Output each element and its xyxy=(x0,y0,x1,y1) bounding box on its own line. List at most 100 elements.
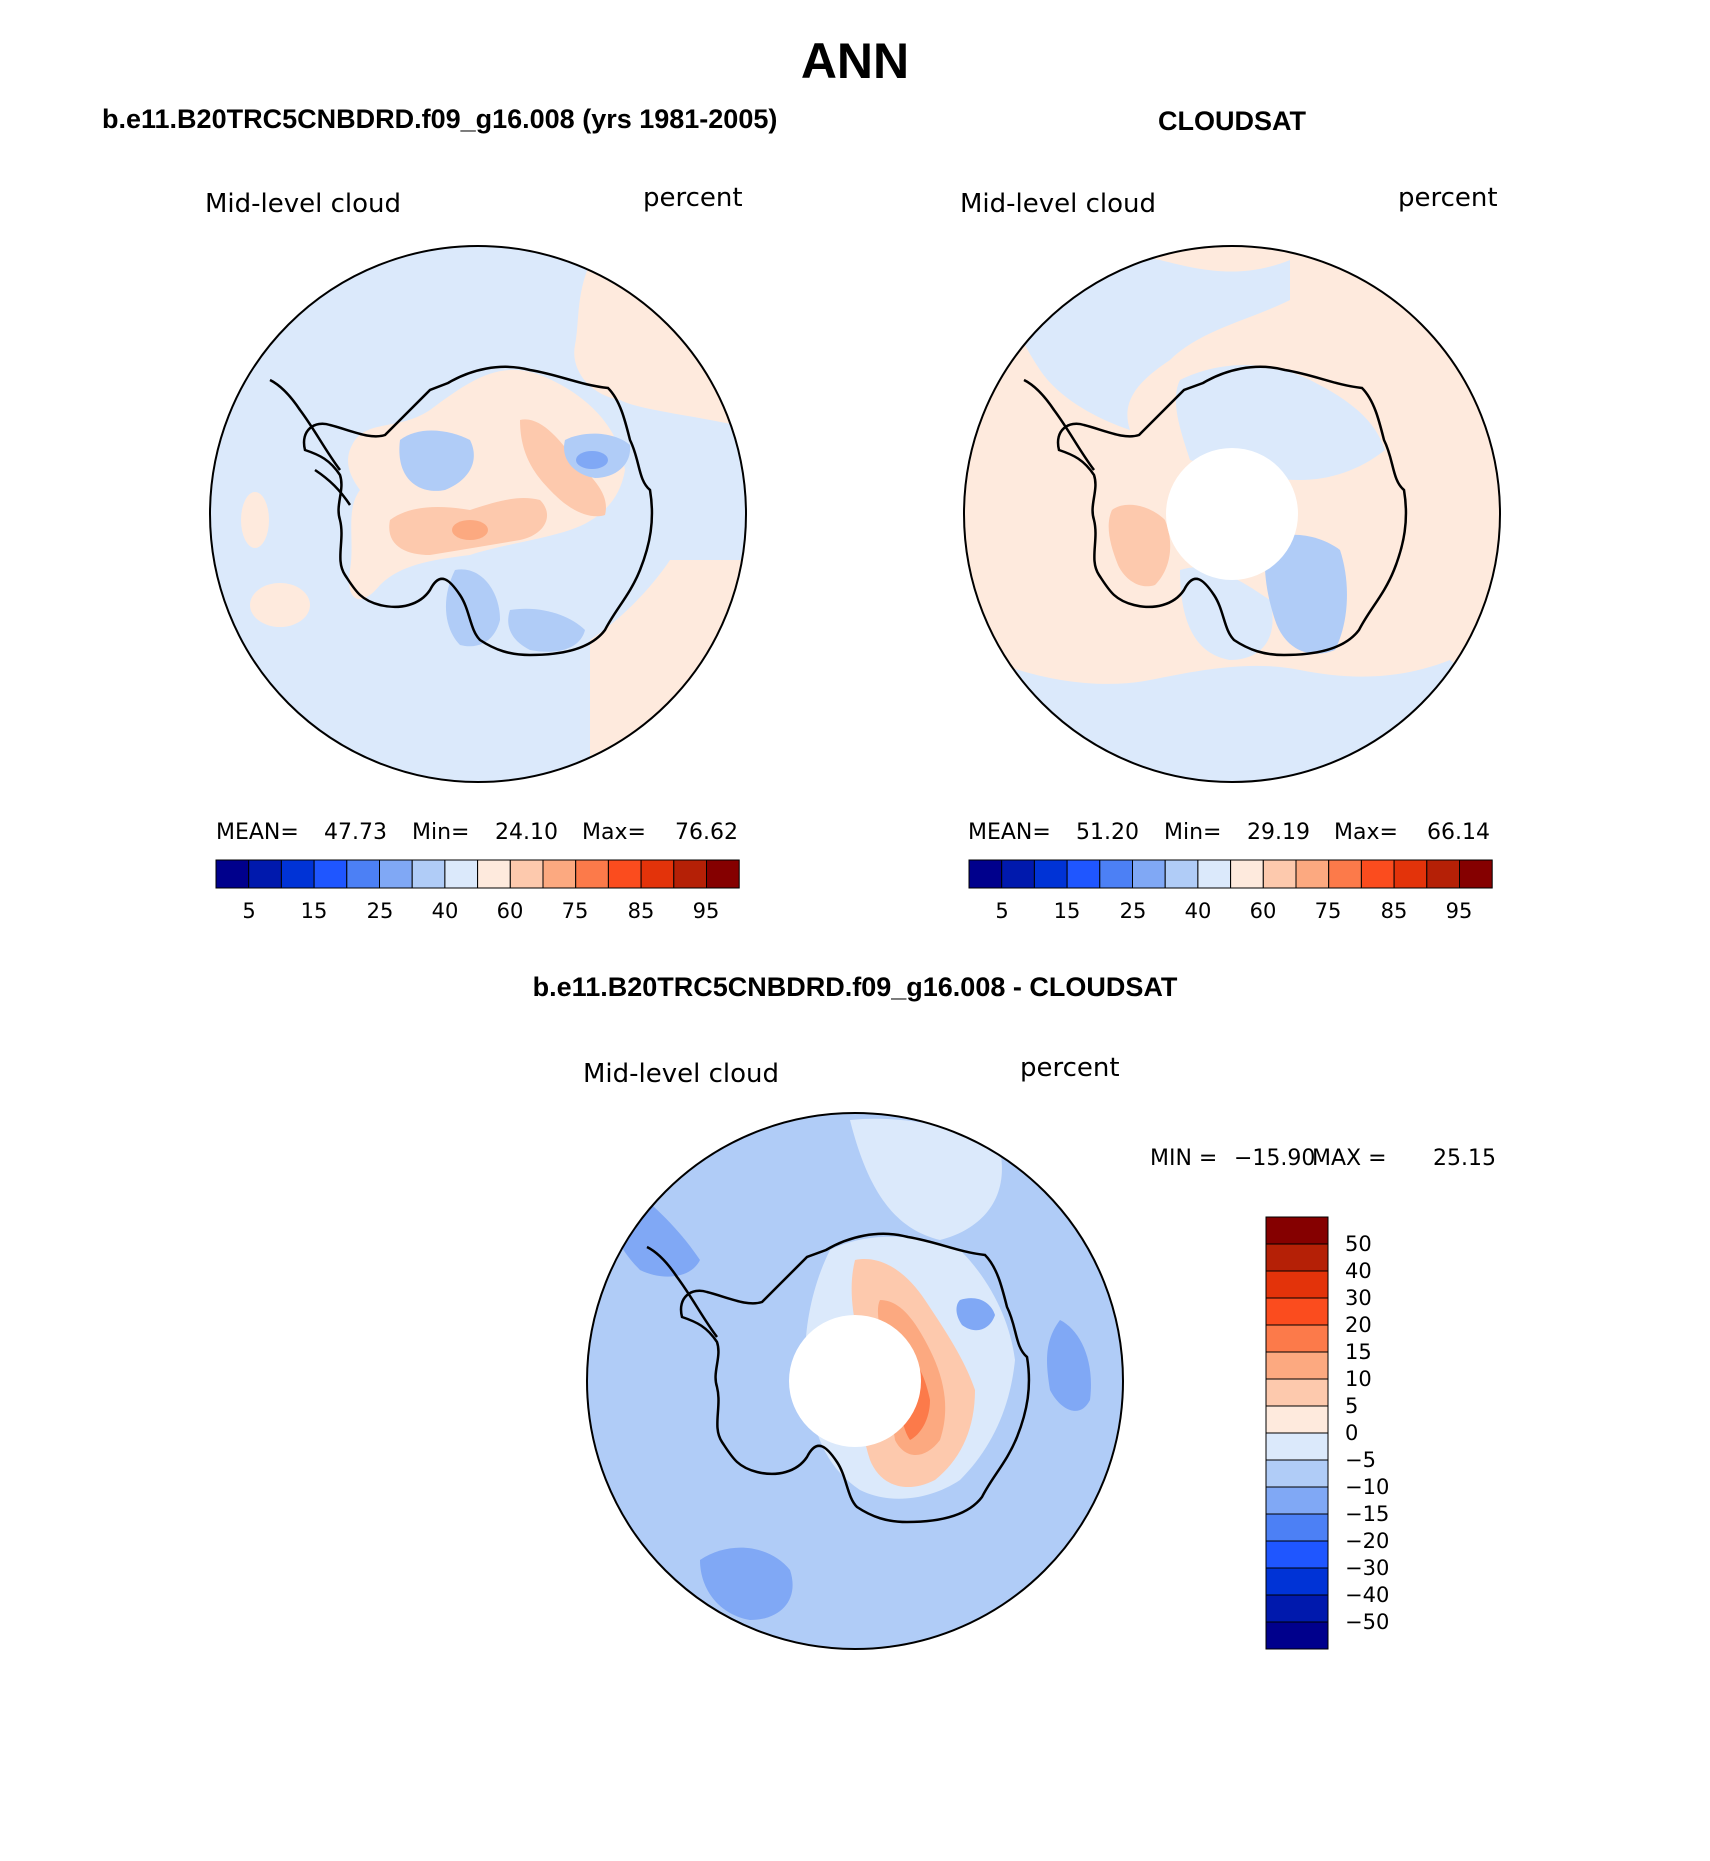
diff-region-east-ocean-negative xyxy=(1047,1320,1091,1411)
diff-colorbar-box xyxy=(1265,1621,1329,1650)
model-mean-value: 47.73 xyxy=(324,820,387,845)
model-colorbar-box xyxy=(444,859,479,889)
obs-colorbar-labels: 5 15 25 40 60 75 85 95 xyxy=(995,899,1472,923)
model-colorbar-labels: 5 15 25 40 60 75 85 95 xyxy=(242,899,719,923)
model-map xyxy=(210,246,746,782)
model-colorbar-box xyxy=(280,859,315,889)
obs-units-label: percent xyxy=(1398,183,1498,213)
obs-colorbar-box xyxy=(1099,859,1134,889)
model-panel: b.e11.B20TRC5CNBDRD.f09_g16.008 (yrs 198… xyxy=(102,104,777,923)
model-colorbar-label: 75 xyxy=(562,899,589,923)
model-colorbar-label: 40 xyxy=(432,899,459,923)
obs-region-peninsula-maximum xyxy=(1108,504,1171,587)
obs-colorbar-label: 25 xyxy=(1120,899,1147,923)
obs-colorbar-box xyxy=(968,859,1003,889)
diff-colorbar-label: 15 xyxy=(1345,1340,1372,1364)
obs-region-southern-ocean-band xyxy=(964,660,1500,782)
obs-colorbar-label: 15 xyxy=(1054,899,1081,923)
model-coastline xyxy=(302,365,654,657)
diff-colorbar-box xyxy=(1265,1324,1329,1353)
diff-panel: b.e11.B20TRC5CNBDRD.f09_g16.008 - CLOUDS… xyxy=(533,972,1496,1650)
diff-colorbar xyxy=(1265,1216,1329,1650)
diff-peninsula-coast xyxy=(646,1245,719,1338)
model-title: b.e11.B20TRC5CNBDRD.f09_g16.008 (yrs 198… xyxy=(102,104,777,134)
diff-colorbar-box xyxy=(1265,1459,1329,1488)
diff-title: b.e11.B20TRC5CNBDRD.f09_g16.008 - CLOUDS… xyxy=(533,972,1178,1002)
obs-colorbar-box xyxy=(1295,859,1330,889)
diff-region-ice-negative xyxy=(956,1298,995,1331)
diff-colorbar-label: 5 xyxy=(1345,1394,1358,1418)
obs-max-value: 66.14 xyxy=(1427,820,1490,845)
obs-region-ross-sector-minimum xyxy=(1264,534,1347,654)
obs-mean-value: 51.20 xyxy=(1076,820,1139,845)
obs-polar-gap xyxy=(1166,448,1298,580)
obs-panel: CLOUDSAT Mid-level cloud percent MEAN= 5… xyxy=(960,106,1501,923)
diff-region-north-light xyxy=(850,1118,1002,1240)
diff-colorbar-label: 40 xyxy=(1345,1259,1372,1283)
obs-map xyxy=(964,246,1500,782)
model-colorbar-box xyxy=(411,859,446,889)
obs-colorbar-box xyxy=(1328,859,1362,889)
diff-colorbar-box xyxy=(1265,1243,1329,1272)
model-colorbar-box xyxy=(215,859,250,889)
model-region-ross-shelf-sector xyxy=(445,569,500,647)
diff-colorbar-label: 0 xyxy=(1345,1421,1358,1445)
model-colorbar-box xyxy=(477,859,511,889)
model-colorbar-label: 25 xyxy=(367,899,394,923)
diff-colorbar-label: 50 xyxy=(1345,1232,1372,1256)
model-map-border xyxy=(209,245,747,783)
obs-peninsula-coast xyxy=(1023,378,1096,471)
obs-colorbar-box xyxy=(1459,859,1493,889)
obs-min-label: Min= xyxy=(1164,820,1221,845)
diff-colorbar-box xyxy=(1265,1405,1329,1434)
diff-colorbar-box xyxy=(1265,1486,1329,1515)
model-colorbar xyxy=(215,859,740,889)
model-min-value: 24.10 xyxy=(495,820,558,845)
obs-colorbar-label: 5 xyxy=(995,899,1008,923)
obs-colorbar-label: 60 xyxy=(1250,899,1277,923)
diff-polar-gap xyxy=(789,1315,921,1447)
obs-max-label: Max= xyxy=(1334,820,1398,845)
model-colorbar-box xyxy=(575,859,609,889)
diff-colorbar-box xyxy=(1265,1513,1329,1542)
model-mean-label: MEAN= xyxy=(216,820,299,845)
model-region-plateau-ridge xyxy=(520,419,606,517)
obs-colorbar-box xyxy=(1001,859,1035,889)
diff-colorbar-box xyxy=(1265,1567,1329,1596)
model-colorbar-label: 95 xyxy=(693,899,720,923)
obs-map-border xyxy=(963,245,1501,783)
diff-colorbar-box xyxy=(1265,1270,1329,1299)
model-region-plateau-core xyxy=(452,520,488,540)
model-max-label: Max= xyxy=(582,820,646,845)
obs-colorbar-box xyxy=(1132,859,1166,889)
obs-colorbar-label: 85 xyxy=(1381,899,1408,923)
model-colorbar-box xyxy=(542,859,577,889)
model-units-label: percent xyxy=(643,183,743,213)
diff-min-label: MIN = xyxy=(1150,1146,1217,1171)
diff-colorbar-label: 20 xyxy=(1345,1313,1372,1337)
diff-colorbar-label: 10 xyxy=(1345,1367,1372,1391)
obs-colorbar-box xyxy=(1393,859,1428,889)
model-variable-label: Mid-level cloud xyxy=(205,189,401,219)
model-colorbar-box xyxy=(607,859,642,889)
obs-colorbar-box xyxy=(1360,859,1395,889)
model-colorbar-box xyxy=(379,859,413,889)
diff-colorbar-box xyxy=(1265,1378,1329,1407)
model-max-value: 76.62 xyxy=(675,820,738,845)
model-colorbar-label: 15 xyxy=(301,899,328,923)
season-title: ANN xyxy=(801,33,909,89)
obs-title: CLOUDSAT xyxy=(1158,106,1306,136)
diff-colorbar-box xyxy=(1265,1594,1329,1623)
diff-map xyxy=(587,1113,1123,1649)
obs-coastline xyxy=(1056,365,1408,657)
model-min-label: Min= xyxy=(412,820,469,845)
model-region-northeast-sector xyxy=(574,253,735,425)
model-colorbar-box xyxy=(248,859,282,889)
obs-colorbar-box xyxy=(1066,859,1101,889)
diff-units-label: percent xyxy=(1020,1053,1120,1083)
model-colorbar-box xyxy=(509,859,544,889)
diff-colorbar-box xyxy=(1265,1540,1329,1569)
obs-colorbar-box xyxy=(1230,859,1264,889)
diff-colorbar-label: −30 xyxy=(1345,1556,1389,1580)
